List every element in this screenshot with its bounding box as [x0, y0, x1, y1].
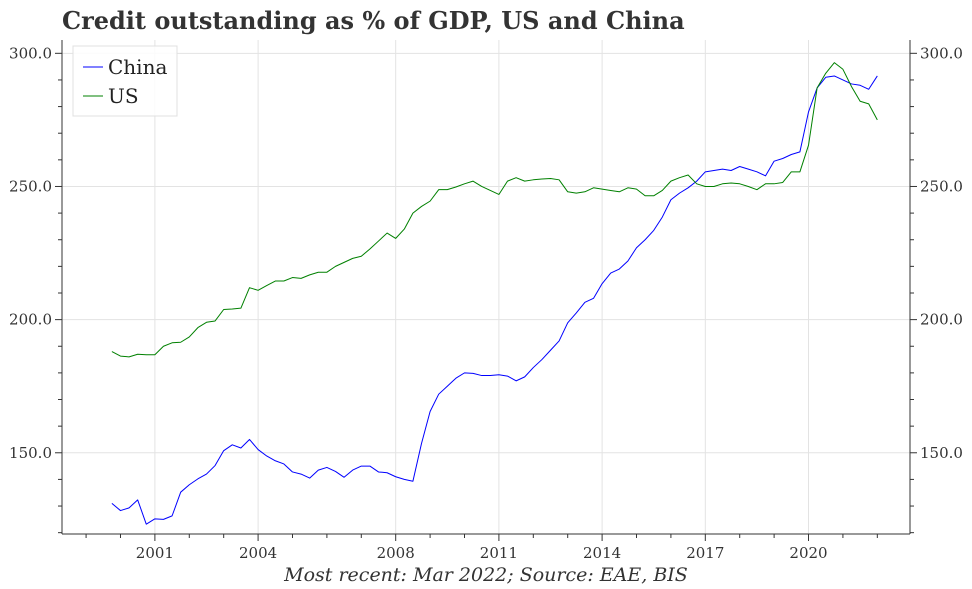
legend-label-us: US	[108, 84, 139, 108]
x-tick-label: 2004	[239, 544, 277, 562]
x-tick-label: 2008	[377, 544, 415, 562]
x-tick-label: 2014	[583, 544, 621, 562]
x-tick-label: 2011	[480, 544, 518, 562]
x-tick-label: 2001	[136, 544, 174, 562]
gridlines	[62, 40, 910, 534]
y-tick-label-right: 300.0	[920, 44, 963, 62]
y-tick-label-right: 150.0	[920, 444, 963, 462]
y-tick-label-left: 150.0	[9, 444, 52, 462]
series-line-us	[111, 62, 878, 358]
series-lines	[111, 62, 878, 525]
chart-title: Credit outstanding as % of GDP, US and C…	[62, 6, 685, 35]
y-tick-label-right: 200.0	[920, 311, 963, 329]
x-tick-label: 2017	[686, 544, 724, 562]
y-tick-label-left: 300.0	[9, 44, 52, 62]
y-tick-label-right: 250.0	[920, 177, 963, 195]
series-line-china	[111, 75, 878, 525]
y-tick-label-left: 250.0	[9, 177, 52, 195]
y-tick-label-left: 200.0	[9, 311, 52, 329]
legend-label-china: China	[108, 55, 167, 79]
x-tick-label: 2020	[789, 544, 827, 562]
legend: China US	[72, 45, 178, 117]
legend-box	[72, 45, 178, 117]
chart-caption: Most recent: Mar 2022; Source: EAE, BIS	[284, 564, 688, 586]
axes: 2001 2004 2008 2011 2014 2017 2020 150.0 150.0 20…	[9, 40, 963, 562]
